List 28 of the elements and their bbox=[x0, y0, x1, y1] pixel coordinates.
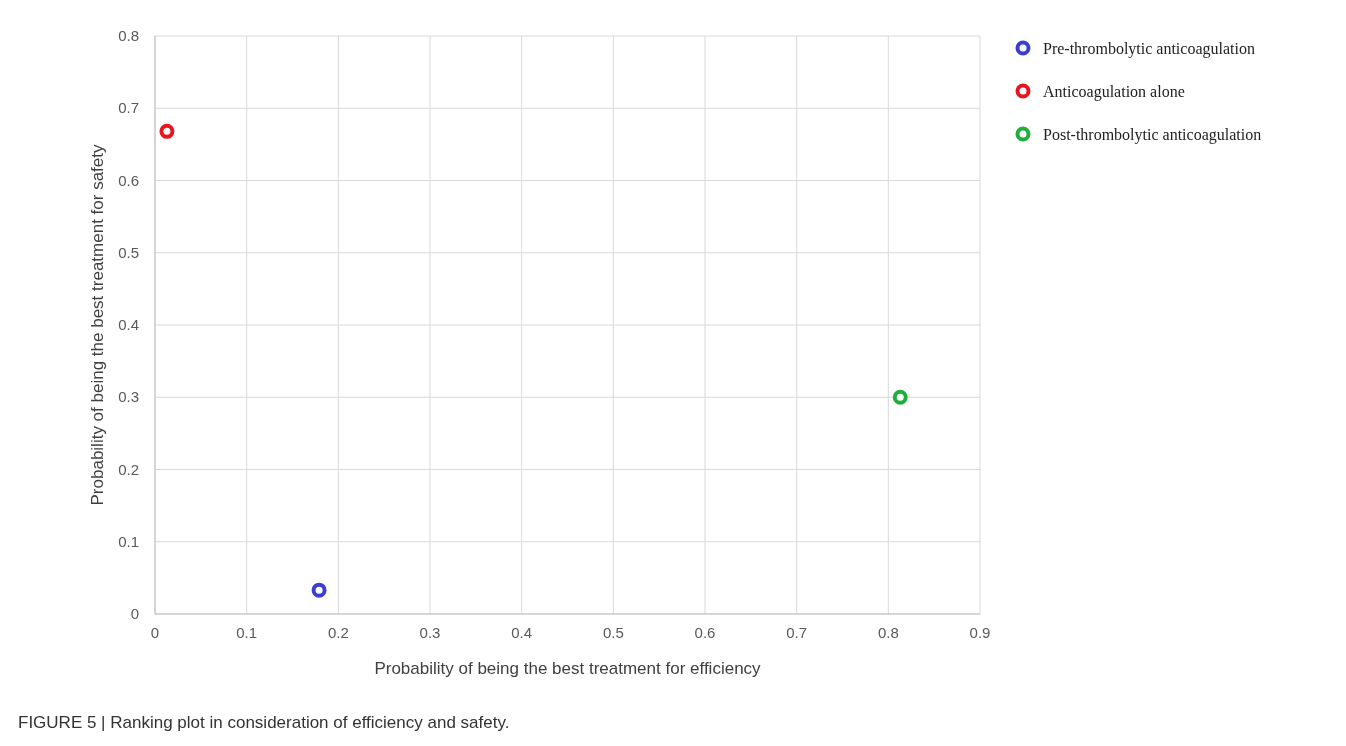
caption: FIGURE 5 | Ranking plot in consideration of efficiency and safety. bbox=[18, 713, 510, 732]
point bbox=[311, 582, 327, 598]
x-tick-label: 0 bbox=[150, 624, 160, 641]
legend-label: Post-thrombolytic anticoagulation bbox=[1043, 126, 1262, 144]
x-tick-label: 0.8 bbox=[877, 624, 899, 641]
y-tick-label: 0.2 bbox=[118, 460, 139, 478]
x-tick-label: 0.7 bbox=[786, 624, 808, 641]
x-tick-label: 0.6 bbox=[694, 624, 716, 641]
y-axis-title: Probability of being the best treatment for safety bbox=[88, 144, 107, 506]
y-tick-label: 0.3 bbox=[118, 388, 139, 406]
y-tick-label: 0.5 bbox=[118, 243, 139, 261]
y-tick-label: 0 bbox=[130, 605, 139, 622]
x-tick-label: 0.2 bbox=[327, 624, 349, 641]
x-tick-label: 0.9 bbox=[969, 624, 991, 641]
point bbox=[892, 389, 908, 405]
x-tick-label: 0.5 bbox=[602, 624, 624, 641]
x-tick-label: 0.1 bbox=[236, 624, 258, 641]
y-tick-label: 0.8 bbox=[118, 27, 139, 44]
x-tick-label: 0.4 bbox=[511, 624, 533, 641]
point bbox=[159, 123, 175, 139]
legend-label: Anticoagulation alone bbox=[1043, 83, 1185, 101]
legend-label: Pre-thrombolytic anticoagulation bbox=[1043, 40, 1255, 58]
y-tick-label: 0.1 bbox=[118, 532, 139, 550]
x-tick-label: 0.3 bbox=[419, 624, 441, 641]
x-axis-title: Probability of being the best treatment for efficiency bbox=[374, 659, 762, 678]
y-tick-label: 0.7 bbox=[118, 99, 139, 117]
y-tick-label: 0.4 bbox=[118, 316, 139, 333]
y-tick-label: 0.6 bbox=[118, 171, 139, 189]
